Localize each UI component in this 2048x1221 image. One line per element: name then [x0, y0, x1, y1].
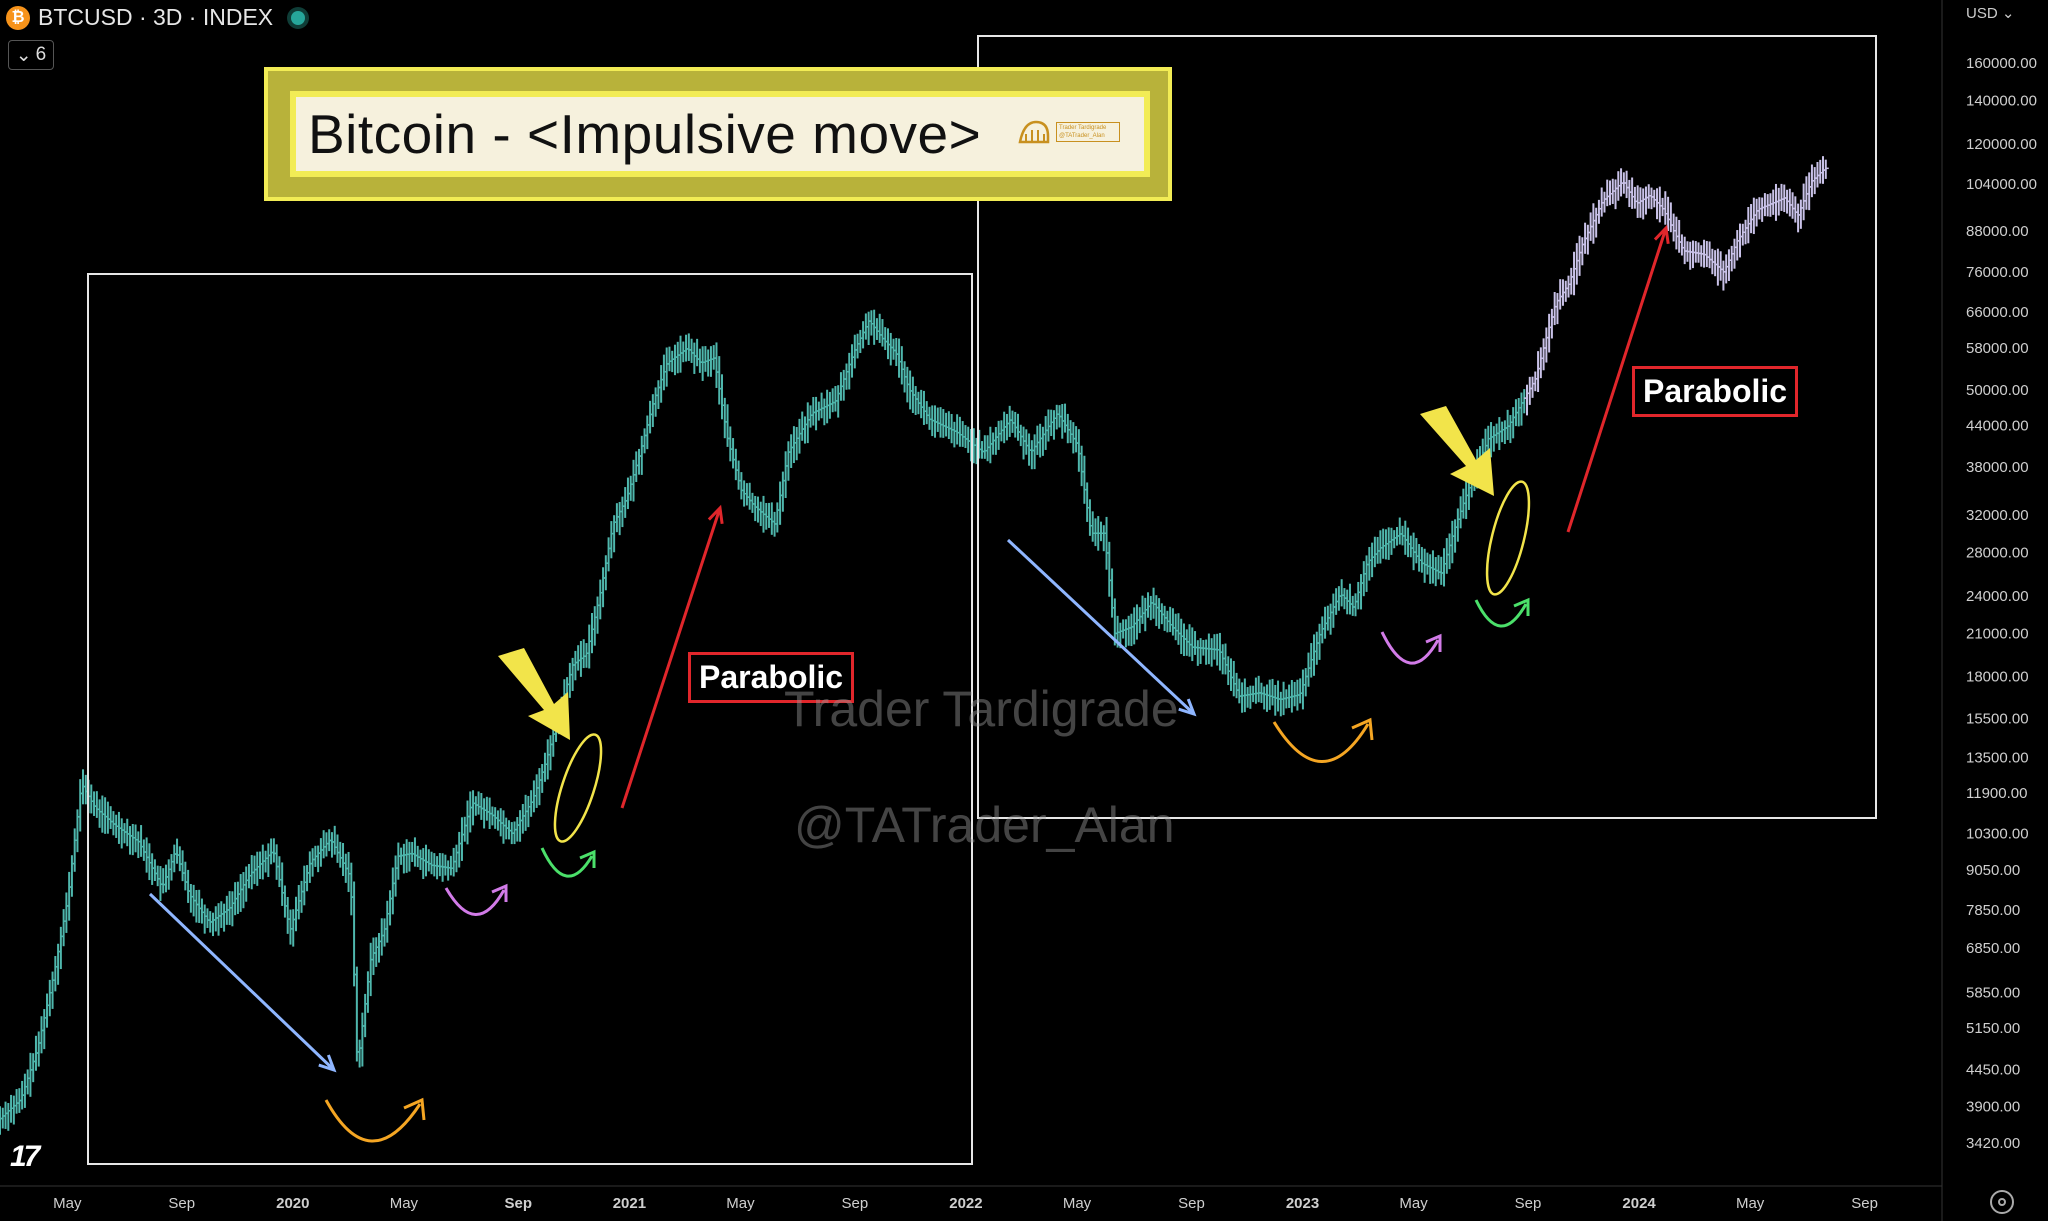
logo-line-2: @TATrader_Alan: [1059, 133, 1105, 139]
downtrend-arrow-1: [148, 892, 337, 1073]
green-arc-1: [540, 847, 596, 878]
x-tick-label: May: [726, 1195, 755, 1212]
y-tick-label: 21000.00: [1966, 625, 2029, 642]
y-tick-label: 140000.00: [1966, 93, 2037, 110]
y-tick-label: 6850.00: [1966, 940, 2020, 957]
breakout-ellipse-1: [553, 733, 603, 843]
y-tick-label: 7850.00: [1966, 902, 2020, 919]
x-tick-label: Sep: [1178, 1195, 1205, 1212]
x-tick-label: Sep: [1515, 1195, 1542, 1212]
y-tick-label: 38000.00: [1966, 459, 2029, 476]
y-tick-label: 76000.00: [1966, 264, 2029, 281]
x-tick-label: 2020: [276, 1195, 309, 1212]
x-tick-label: May: [1063, 1195, 1092, 1212]
purple-arc-1: [444, 883, 508, 916]
orange-arc-1: [324, 1097, 426, 1143]
y-tick-label: 104000.00: [1966, 176, 2037, 193]
y-tick-label: 88000.00: [1966, 223, 2029, 240]
chevron-down-icon: ⌄: [15, 44, 32, 66]
title-box: Bitcoin - <Impulsive move> Trader Tardig…: [290, 91, 1150, 177]
watermark-handle: @TATrader_Alan: [794, 797, 1175, 853]
parabolic-label-2: Parabolic: [1632, 366, 1799, 417]
x-tick-label: Sep: [1851, 1195, 1878, 1212]
currency-label: USD: [1966, 5, 1998, 22]
parabolic-arrow-1: [620, 504, 724, 809]
y-tick-label: 18000.00: [1966, 669, 2029, 686]
x-tick-label: Sep: [842, 1195, 869, 1212]
y-tick-label: 5850.00: [1966, 984, 2020, 1001]
orange-arc-2: [1272, 717, 1374, 763]
y-tick-label: 66000.00: [1966, 304, 2029, 321]
yellow-pointer-1: [498, 648, 570, 740]
cycle-box-1: [87, 273, 973, 1165]
green-arc-2: [1474, 597, 1530, 628]
market-status-dot: [291, 10, 306, 25]
y-tick-label: 3900.00: [1966, 1098, 2020, 1115]
y-tick-label: 44000.00: [1966, 418, 2029, 435]
author-logo: Trader Tardigrade @TATrader_Alan: [1018, 115, 1136, 149]
y-tick-label: 11900.00: [1966, 785, 2027, 802]
x-tick-label: May: [1399, 1195, 1428, 1212]
y-tick-label: 32000.00: [1966, 507, 2029, 524]
parabolic-label-1: Parabolic: [688, 652, 855, 703]
y-tick-label: 9050.00: [1966, 862, 2020, 879]
symbol-header[interactable]: ₿ BTCUSD · 3D · INDEX: [6, 4, 306, 31]
y-tick-label: 3420.00: [1966, 1135, 2020, 1152]
chart-title: Bitcoin - <Impulsive move>: [308, 103, 982, 165]
y-tick-label: 24000.00: [1966, 588, 2029, 605]
y-tick-label: 10300.00: [1966, 826, 2029, 843]
x-tick-label: May: [53, 1195, 82, 1212]
currency-selector[interactable]: USD ⌄: [1966, 5, 2015, 22]
title-banner: Bitcoin - <Impulsive move> Trader Tardig…: [264, 67, 1172, 201]
tradingview-logo[interactable]: 17: [10, 1140, 40, 1173]
y-tick-label: 160000.00: [1966, 55, 2037, 72]
y-tick-label: 28000.00: [1966, 545, 2029, 562]
author-logo-text: Trader Tardigrade @TATrader_Alan: [1056, 122, 1120, 142]
x-tick-label: 2021: [613, 1195, 646, 1212]
x-tick-label: 2022: [949, 1195, 982, 1212]
x-tick-label: Sep: [168, 1195, 195, 1212]
y-tick-label: 58000.00: [1966, 340, 2029, 357]
indicator-count: 6: [35, 44, 47, 65]
downtrend-arrow-2: [1006, 538, 1197, 717]
y-tick-label: 4450.00: [1966, 1061, 2020, 1078]
tardigrade-icon: [1018, 120, 1050, 144]
y-tick-label: 13500.00: [1966, 750, 2029, 767]
cycle-box-2: [977, 35, 1877, 819]
watermark-name: Trader Tardigrade: [784, 681, 1179, 737]
breakout-ellipse-2: [1485, 480, 1531, 596]
symbol-label[interactable]: BTCUSD · 3D · INDEX: [38, 4, 274, 30]
x-tick-label: May: [1736, 1195, 1765, 1212]
y-tick-label: 15500.00: [1966, 711, 2029, 728]
gear-icon[interactable]: [1990, 1190, 2014, 1214]
indicator-toggle-button[interactable]: ⌄ 6: [8, 40, 54, 70]
y-tick-label: 5150.00: [1966, 1020, 2020, 1037]
y-tick-label: 50000.00: [1966, 382, 2029, 399]
x-tick-label: May: [390, 1195, 419, 1212]
x-tick-label: 2023: [1286, 1195, 1319, 1212]
yellow-pointer-2: [1420, 406, 1494, 496]
logo-line-1: Trader Tardigrade: [1059, 125, 1107, 131]
parabolic-arrow-2: [1566, 224, 1670, 533]
bitcoin-icon: ₿: [6, 5, 30, 30]
y-tick-label: 120000.00: [1966, 136, 2037, 153]
x-tick-label: Sep: [505, 1195, 533, 1212]
purple-arc-2: [1380, 631, 1442, 665]
x-tick-label: 2024: [1622, 1195, 1656, 1212]
